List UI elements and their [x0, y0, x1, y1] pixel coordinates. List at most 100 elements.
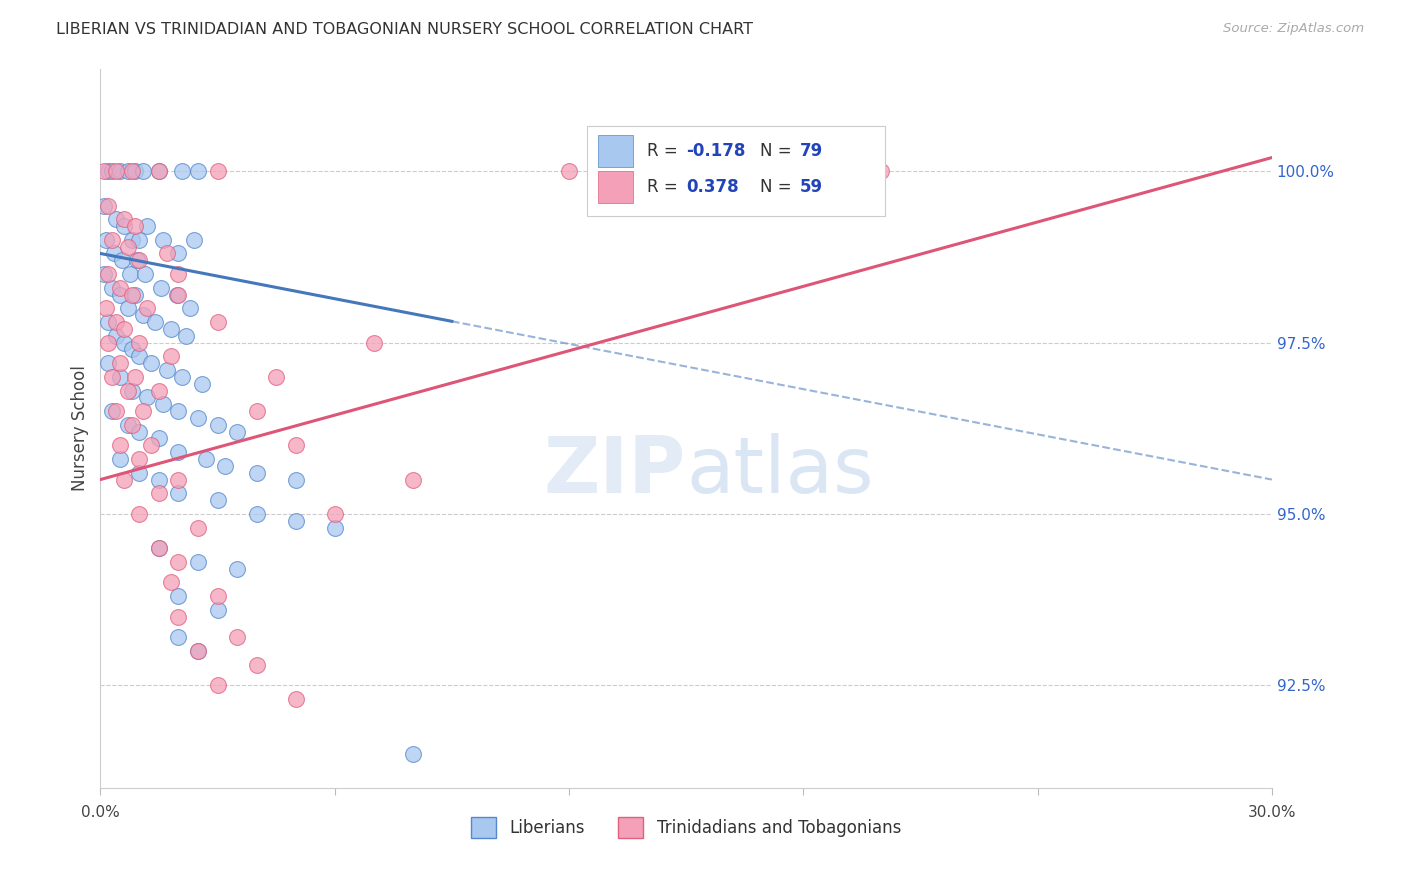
- Point: [112, 335, 135, 350]
- Point: [323, 507, 346, 521]
- Point: [179, 301, 201, 316]
- FancyBboxPatch shape: [586, 126, 886, 216]
- Point: [111, 253, 134, 268]
- Text: ZIP: ZIP: [544, 434, 686, 509]
- Point: [124, 219, 146, 233]
- Point: [245, 404, 267, 418]
- Point: [128, 452, 150, 467]
- Point: [207, 603, 229, 617]
- Point: [167, 287, 190, 301]
- Point: [167, 404, 190, 418]
- Point: [117, 164, 139, 178]
- Point: [284, 438, 307, 452]
- Point: [117, 384, 139, 398]
- Text: atlas: atlas: [686, 434, 873, 509]
- Point: [96, 233, 118, 247]
- Point: [159, 349, 181, 363]
- Point: [187, 644, 209, 658]
- Point: [132, 164, 155, 178]
- Point: [167, 445, 190, 459]
- Point: [128, 233, 150, 247]
- Point: [156, 363, 179, 377]
- Text: 79: 79: [800, 142, 823, 160]
- Point: [187, 555, 209, 569]
- Point: [128, 507, 150, 521]
- Point: [148, 486, 170, 500]
- Point: [112, 212, 135, 227]
- Point: [117, 301, 139, 316]
- Point: [104, 328, 127, 343]
- Point: [187, 411, 209, 425]
- Text: N =: N =: [759, 178, 797, 196]
- Text: 30.0%: 30.0%: [1247, 805, 1296, 820]
- Point: [134, 267, 156, 281]
- Point: [172, 369, 194, 384]
- Point: [104, 404, 127, 418]
- Point: [124, 287, 146, 301]
- Point: [167, 630, 190, 644]
- Point: [118, 267, 141, 281]
- Point: [156, 246, 179, 260]
- Point: [121, 417, 143, 432]
- Point: [152, 233, 174, 247]
- Point: [93, 198, 115, 212]
- Point: [132, 308, 155, 322]
- Point: [93, 164, 115, 178]
- Point: [167, 589, 190, 603]
- Point: [136, 390, 159, 404]
- Point: [245, 657, 267, 672]
- Point: [97, 356, 120, 370]
- Point: [149, 281, 172, 295]
- Point: [207, 417, 229, 432]
- Point: [226, 561, 249, 575]
- Point: [124, 164, 146, 178]
- Text: LIBERIAN VS TRINIDADIAN AND TOBAGONIAN NURSERY SCHOOL CORRELATION CHART: LIBERIAN VS TRINIDADIAN AND TOBAGONIAN N…: [56, 22, 754, 37]
- Point: [108, 164, 131, 178]
- Point: [187, 520, 209, 534]
- Point: [132, 404, 155, 418]
- Point: [207, 315, 229, 329]
- Point: [124, 369, 146, 384]
- Point: [136, 301, 159, 316]
- Point: [245, 466, 267, 480]
- Text: Source: ZipAtlas.com: Source: ZipAtlas.com: [1223, 22, 1364, 36]
- Point: [207, 678, 229, 692]
- Point: [245, 507, 267, 521]
- Point: [104, 164, 127, 178]
- Point: [226, 425, 249, 439]
- Point: [148, 384, 170, 398]
- Point: [128, 253, 150, 268]
- Point: [167, 609, 190, 624]
- Point: [121, 384, 143, 398]
- Point: [136, 219, 159, 233]
- Point: [97, 267, 120, 281]
- Point: [121, 233, 143, 247]
- Point: [128, 425, 150, 439]
- Point: [101, 369, 124, 384]
- Point: [558, 164, 581, 178]
- Text: R =: R =: [648, 178, 683, 196]
- Y-axis label: Nursery School: Nursery School: [72, 365, 89, 491]
- Point: [104, 212, 127, 227]
- Point: [101, 233, 124, 247]
- Point: [167, 473, 190, 487]
- Point: [148, 473, 170, 487]
- Point: [148, 541, 170, 555]
- Point: [101, 404, 124, 418]
- Point: [284, 473, 307, 487]
- Point: [128, 349, 150, 363]
- Point: [148, 164, 170, 178]
- Point: [108, 287, 131, 301]
- Point: [159, 322, 181, 336]
- Point: [104, 315, 127, 329]
- Point: [214, 458, 236, 473]
- Point: [402, 747, 425, 761]
- Text: -0.178: -0.178: [686, 142, 745, 160]
- Point: [167, 246, 190, 260]
- Point: [187, 644, 209, 658]
- Point: [108, 356, 131, 370]
- Point: [121, 164, 143, 178]
- Point: [207, 493, 229, 508]
- Point: [97, 335, 120, 350]
- Legend: Liberians, Trinidadians and Tobagonians: Liberians, Trinidadians and Tobagonians: [464, 811, 908, 844]
